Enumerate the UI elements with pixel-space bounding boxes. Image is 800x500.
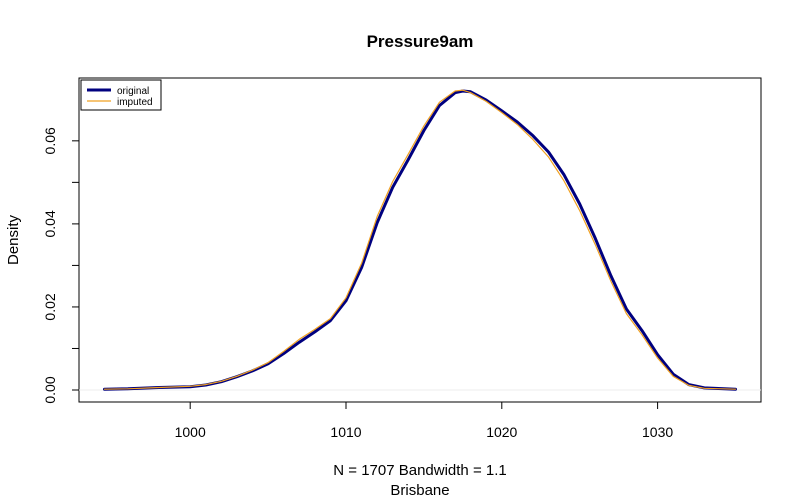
x-tick-label: 1000 [175,424,206,440]
y-tick-label: 0.02 [42,293,58,320]
x-axis-label-line1: N = 1707 Bandwidth = 1.1 [333,462,506,479]
series-layer [103,89,737,391]
series-line-original [103,89,737,391]
x-tick-label: 1010 [330,424,361,440]
x-tick-label: 1030 [642,424,673,440]
legend: original imputed [80,79,162,111]
legend-label-original: original [117,86,149,97]
legend-label-imputed: imputed [117,97,153,108]
x-tick-label: 1020 [486,424,517,440]
plot-frame [78,77,762,403]
x-axis-label-line2: Brisbane [390,482,449,499]
series-line-imputed [103,89,737,390]
chart-title: Pressure9am [367,32,474,51]
y-axis-label: Density [5,214,22,265]
y-axis: 0.00 0.02 0.04 0.06 [42,127,79,404]
legend-box [80,79,162,111]
y-tick-label: 0.06 [42,127,58,154]
y-tick-label: 0.04 [42,210,58,237]
x-axis: 1000 1010 1020 1030 [175,402,673,440]
y-tick-label: 0.00 [42,376,58,403]
